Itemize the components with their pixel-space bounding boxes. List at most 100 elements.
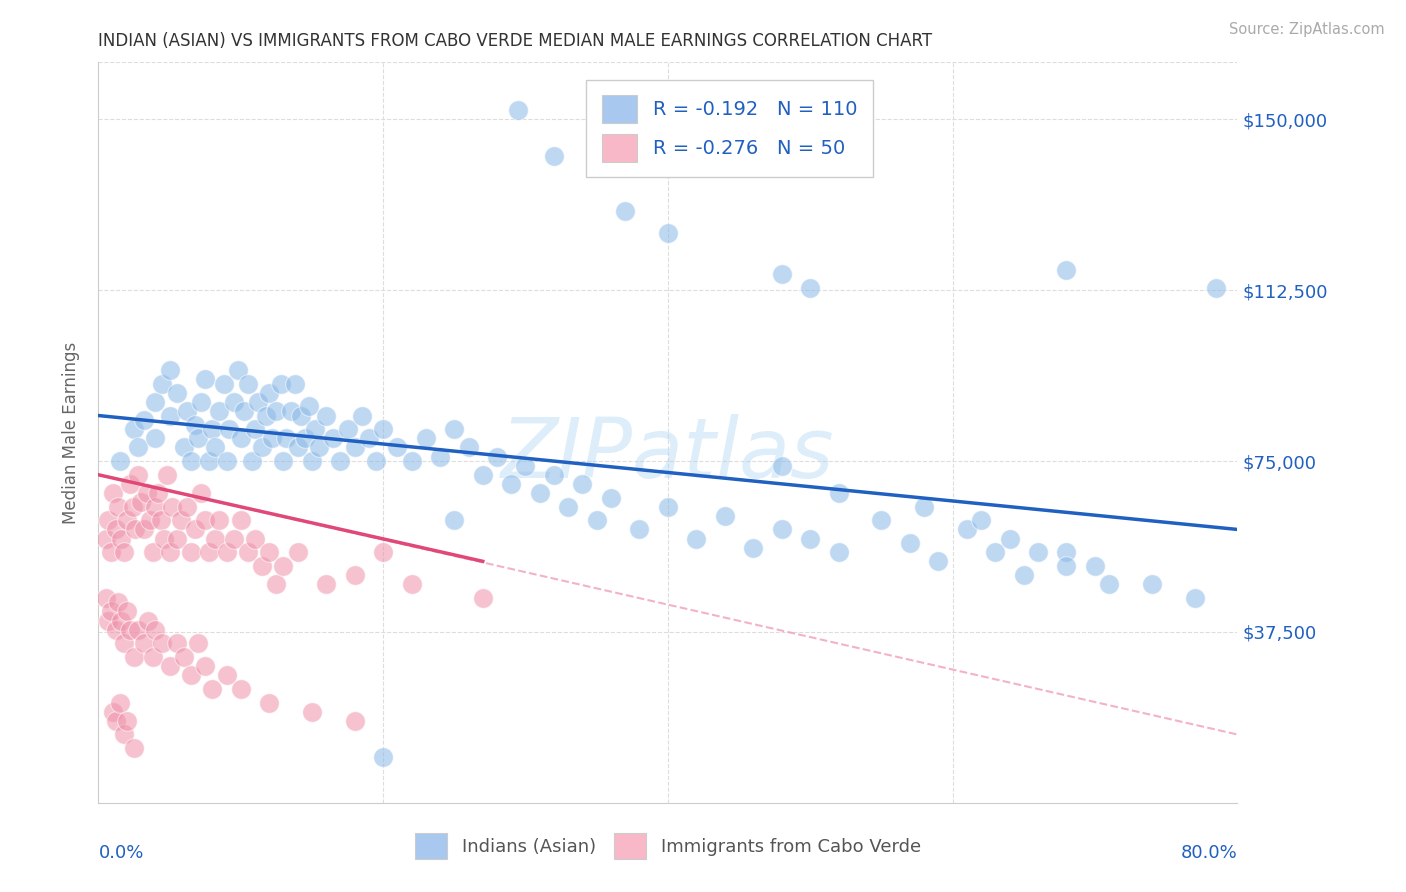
Point bbox=[218, 422, 240, 436]
Y-axis label: Median Male Earnings: Median Male Earnings bbox=[62, 342, 80, 524]
Point bbox=[322, 431, 344, 445]
Point bbox=[1056, 545, 1078, 559]
Point bbox=[486, 450, 509, 464]
Point bbox=[1098, 577, 1121, 591]
Point bbox=[927, 554, 949, 568]
Point bbox=[1012, 568, 1035, 582]
Point bbox=[870, 513, 893, 527]
Point bbox=[159, 659, 181, 673]
Point bbox=[240, 454, 263, 468]
Point bbox=[243, 532, 266, 546]
Point bbox=[236, 545, 259, 559]
Point bbox=[166, 636, 188, 650]
Point bbox=[373, 545, 395, 559]
Point bbox=[571, 476, 593, 491]
Point bbox=[1140, 577, 1163, 591]
Point bbox=[799, 532, 821, 546]
Point bbox=[148, 486, 170, 500]
Point bbox=[176, 404, 198, 418]
Point bbox=[107, 595, 129, 609]
Text: 0.0%: 0.0% bbox=[98, 844, 143, 862]
Point bbox=[259, 385, 281, 400]
Point bbox=[1084, 558, 1107, 573]
Point bbox=[270, 376, 292, 391]
Point bbox=[127, 623, 149, 637]
Point bbox=[343, 441, 366, 455]
Point bbox=[657, 227, 679, 241]
Point bbox=[471, 467, 494, 482]
Point bbox=[215, 545, 238, 559]
Point bbox=[657, 500, 679, 514]
Point bbox=[222, 532, 245, 546]
Point bbox=[828, 486, 851, 500]
Point bbox=[259, 545, 281, 559]
Point bbox=[232, 404, 254, 418]
Point bbox=[254, 409, 277, 423]
Point bbox=[115, 604, 138, 618]
Point bbox=[138, 513, 160, 527]
Point bbox=[287, 545, 309, 559]
Point bbox=[145, 395, 167, 409]
Point bbox=[104, 523, 127, 537]
Point bbox=[259, 696, 281, 710]
Point bbox=[187, 636, 209, 650]
Text: Source: ZipAtlas.com: Source: ZipAtlas.com bbox=[1229, 22, 1385, 37]
Point bbox=[166, 385, 188, 400]
Point bbox=[1184, 591, 1206, 605]
Point bbox=[145, 500, 167, 514]
Point bbox=[315, 577, 337, 591]
Point bbox=[401, 454, 423, 468]
Point bbox=[187, 431, 209, 445]
Point bbox=[443, 513, 465, 527]
Point bbox=[141, 545, 163, 559]
Point bbox=[152, 376, 174, 391]
Point bbox=[329, 454, 352, 468]
Point bbox=[122, 741, 145, 756]
Point bbox=[443, 422, 465, 436]
Point bbox=[152, 636, 174, 650]
Point bbox=[104, 623, 127, 637]
Point bbox=[129, 495, 152, 509]
Point bbox=[141, 650, 163, 665]
Point bbox=[208, 404, 231, 418]
Point bbox=[246, 395, 269, 409]
Point bbox=[201, 681, 224, 696]
Point bbox=[194, 372, 217, 386]
Point bbox=[373, 422, 395, 436]
Point bbox=[94, 532, 117, 546]
Point bbox=[280, 404, 302, 418]
Point bbox=[529, 486, 551, 500]
Point bbox=[215, 454, 238, 468]
Point bbox=[401, 577, 423, 591]
Point bbox=[250, 558, 273, 573]
Point bbox=[190, 486, 212, 500]
Point bbox=[112, 727, 135, 741]
Point bbox=[628, 523, 651, 537]
Point bbox=[101, 486, 124, 500]
Point bbox=[357, 431, 380, 445]
Point bbox=[150, 513, 173, 527]
Point bbox=[118, 476, 141, 491]
Point bbox=[115, 714, 138, 728]
Point bbox=[364, 454, 387, 468]
Point bbox=[828, 545, 851, 559]
Point bbox=[501, 476, 523, 491]
Point bbox=[373, 750, 395, 764]
Point bbox=[198, 454, 221, 468]
Point bbox=[273, 558, 295, 573]
Point bbox=[159, 545, 181, 559]
Point bbox=[1205, 281, 1227, 295]
Text: ZIPatlas: ZIPatlas bbox=[501, 414, 835, 495]
Point bbox=[135, 486, 157, 500]
Point bbox=[190, 395, 212, 409]
Point bbox=[336, 422, 359, 436]
Point bbox=[515, 458, 537, 473]
Point bbox=[350, 409, 373, 423]
Point bbox=[184, 417, 207, 432]
Point bbox=[97, 513, 120, 527]
Point bbox=[108, 454, 131, 468]
Point bbox=[301, 454, 323, 468]
Point bbox=[266, 577, 288, 591]
Point bbox=[97, 614, 120, 628]
Point bbox=[585, 513, 607, 527]
